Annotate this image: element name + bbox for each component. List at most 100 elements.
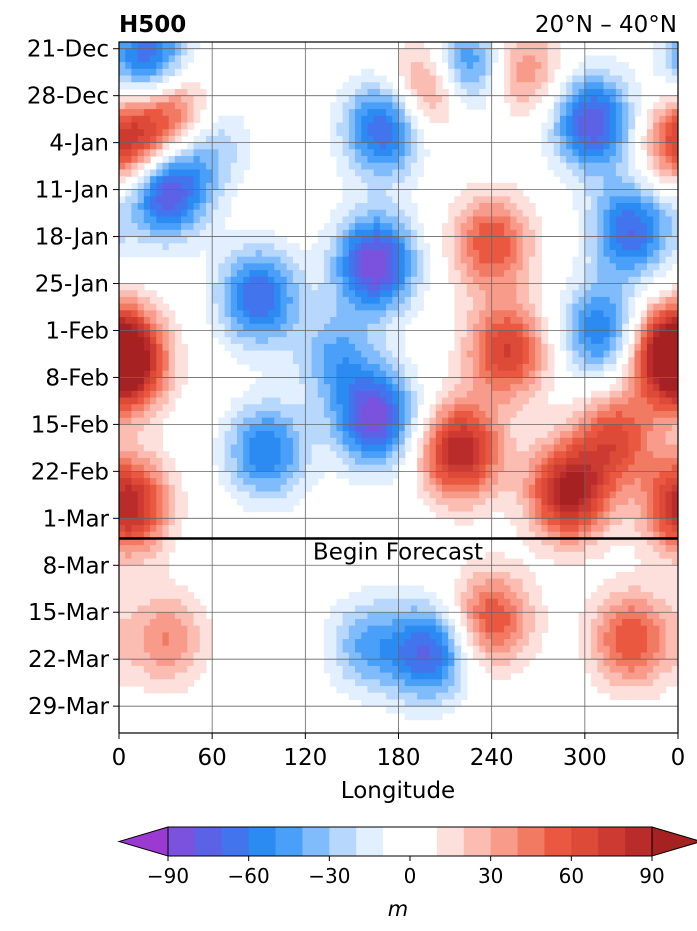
anomaly-cell <box>448 451 455 459</box>
anomaly-cell <box>305 343 313 352</box>
anomaly-cell <box>205 209 213 218</box>
anomaly-cell <box>504 209 511 218</box>
anomaly-cell <box>361 437 369 446</box>
anomaly-cell <box>137 317 145 325</box>
anomaly-cell <box>386 417 393 425</box>
anomaly-cell <box>516 350 524 358</box>
anomaly-cell <box>491 55 499 63</box>
anomaly-cell <box>671 68 678 77</box>
anomaly-cell <box>615 283 623 291</box>
anomaly-cell <box>466 451 474 459</box>
anomaly-cell <box>510 236 518 244</box>
anomaly-cell <box>423 55 431 63</box>
anomaly-cell <box>168 464 176 472</box>
anomaly-cell <box>162 464 170 472</box>
anomaly-cell <box>417 236 424 244</box>
anomaly-cell <box>553 142 561 150</box>
anomaly-cell <box>299 370 306 379</box>
anomaly-cell <box>510 209 518 218</box>
anomaly-cell <box>410 290 418 298</box>
anomaly-cell <box>156 511 164 519</box>
anomaly-cell <box>516 592 524 600</box>
anomaly-cell <box>491 303 499 311</box>
anomaly-cell <box>156 444 164 452</box>
anomaly-cell <box>504 196 511 204</box>
anomaly-cell <box>386 317 393 325</box>
anomaly-cell <box>671 451 678 459</box>
anomaly-cell <box>379 229 387 238</box>
anomaly-cell <box>634 585 642 593</box>
anomaly-cell <box>441 451 449 459</box>
anomaly-cell <box>491 565 499 573</box>
anomaly-cell <box>417 270 424 278</box>
anomaly-cell <box>448 223 455 231</box>
anomaly-cell <box>119 42 126 50</box>
anomaly-cell <box>131 229 139 238</box>
anomaly-cell <box>355 142 362 150</box>
anomaly-cell <box>143 511 151 519</box>
anomaly-cell <box>404 390 412 399</box>
anomaly-cell <box>640 504 648 513</box>
anomaly-cell <box>603 437 611 446</box>
anomaly-cell <box>640 451 648 459</box>
anomaly-cell <box>454 196 462 204</box>
anomaly-cell <box>584 290 592 298</box>
anomaly-cell <box>230 122 238 130</box>
anomaly-cell <box>274 290 282 298</box>
anomaly-cell <box>622 135 629 144</box>
anomaly-cell <box>162 223 170 231</box>
anomaly-cell <box>473 330 480 338</box>
anomaly-cell <box>653 48 660 57</box>
anomaly-cell <box>547 162 555 171</box>
anomaly-cell <box>174 236 182 244</box>
anomaly-cell <box>348 115 356 124</box>
anomaly-cell <box>510 182 518 191</box>
anomaly-cell <box>280 337 288 345</box>
anomaly-cell <box>535 538 542 546</box>
anomaly-cell <box>119 504 126 513</box>
anomaly-cell <box>547 431 555 439</box>
anomaly-cell <box>597 357 605 365</box>
anomaly-cell <box>628 283 636 291</box>
anomaly-cell <box>330 209 337 218</box>
anomaly-cell <box>497 565 505 573</box>
anomaly-cell <box>578 62 586 70</box>
anomaly-cell <box>410 156 418 164</box>
anomaly-cell <box>516 437 524 446</box>
anomaly-cell <box>473 189 480 197</box>
anomaly-cell <box>584 551 592 560</box>
anomaly-cell <box>137 55 145 63</box>
anomaly-cell <box>119 545 126 553</box>
anomaly-cell <box>243 343 251 352</box>
anomaly-cell <box>336 471 344 479</box>
anomaly-cell <box>522 357 530 365</box>
anomaly-cell <box>497 390 505 399</box>
anomaly-cell <box>584 62 592 70</box>
anomaly-cell <box>659 48 667 57</box>
anomaly-cell <box>566 364 574 372</box>
anomaly-cell <box>379 102 387 110</box>
anomaly-cell <box>367 410 375 419</box>
anomaly-cell <box>535 337 542 345</box>
anomaly-cell <box>460 397 468 405</box>
anomaly-cell <box>597 343 605 352</box>
anomaly-cell <box>317 249 325 258</box>
anomaly-cell <box>162 404 170 412</box>
anomaly-cell <box>119 417 126 425</box>
anomaly-cell <box>181 364 188 372</box>
anomaly-cell <box>249 504 257 513</box>
anomaly-cell <box>398 457 406 466</box>
anomaly-cell <box>187 229 195 238</box>
anomaly-cell <box>174 156 182 164</box>
anomaly-cell <box>541 149 549 157</box>
anomaly-cell <box>640 236 648 244</box>
anomaly-cell <box>255 330 263 338</box>
anomaly-cell <box>528 464 536 472</box>
anomaly-cell <box>261 410 269 419</box>
anomaly-cell <box>497 303 505 311</box>
anomaly-cell <box>311 431 319 439</box>
anomaly-cell <box>435 410 443 419</box>
anomaly-cell <box>510 478 518 486</box>
anomaly-cell <box>547 129 555 137</box>
anomaly-cell <box>547 156 555 164</box>
